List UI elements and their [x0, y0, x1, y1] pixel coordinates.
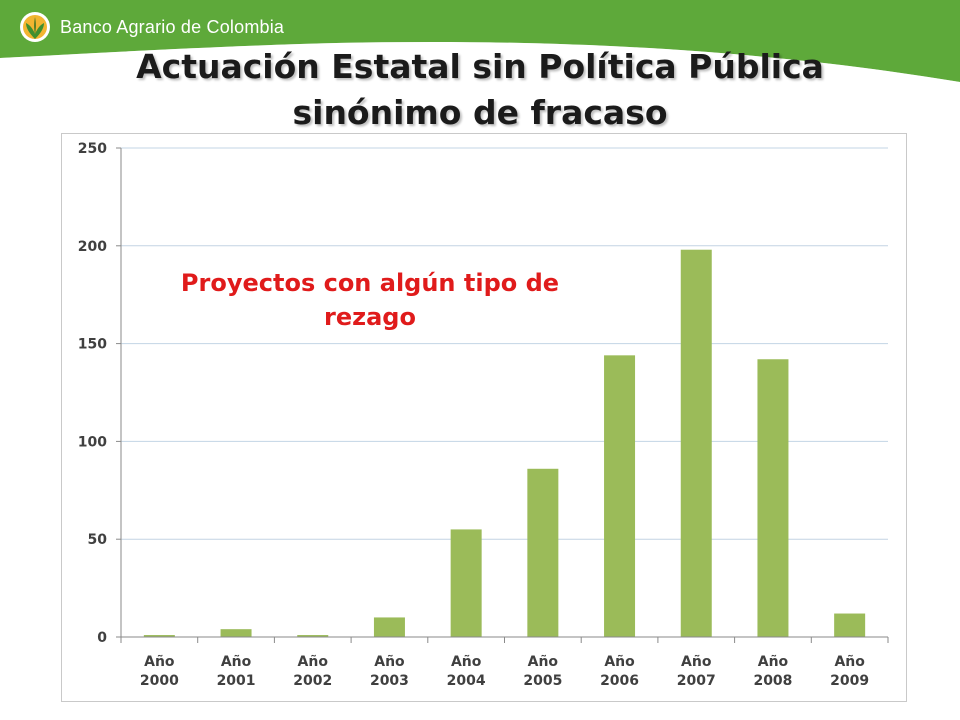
bar — [143, 635, 175, 637]
y-tick-label: 0 — [97, 630, 107, 646]
y-tick-label: 150 — [78, 337, 107, 353]
x-tick-label: Año 2001 — [217, 654, 256, 689]
brand-name: Banco Agrario de Colombia — [60, 16, 285, 37]
header-band — [0, 0, 960, 94]
chart-annotation: Proyectos con algún tipo de rezago — [140, 266, 600, 334]
x-tick-label: Año 2000 — [140, 654, 179, 689]
x-tick-label: Año 2006 — [600, 654, 639, 689]
annotation-line-1: Proyectos con algún tipo de — [180, 269, 560, 297]
bar — [757, 359, 789, 637]
bar — [604, 355, 636, 637]
bar — [297, 635, 329, 637]
chart-frame: 0 50 100 150 200 250 Año 2000 Año 2001 Año 2002 Año 2… — [61, 133, 907, 702]
bar — [220, 629, 252, 637]
bar — [680, 249, 712, 637]
title-line-2: sinónimo de fracaso — [292, 93, 668, 132]
y-tick-label: 50 — [88, 532, 108, 548]
x-tick-label: Año 2009 — [830, 654, 869, 689]
title-line-1: Actuación Estatal sin Política Pública — [136, 47, 824, 86]
bar — [450, 529, 482, 637]
annotation-line-2: rezago — [324, 303, 416, 331]
x-tick-label: Año 2007 — [677, 654, 716, 689]
bar — [834, 613, 866, 637]
x-tick-label: Año 2005 — [523, 654, 562, 689]
x-tick-label: Año 2004 — [447, 654, 486, 689]
y-tick-label: 100 — [78, 434, 107, 450]
bar-chart: 0 50 100 150 200 250 Año 2000 Año 2001 Año 2002 Año 2… — [78, 141, 889, 689]
page-title: Actuación Estatal sin Política Pública s… — [0, 44, 960, 136]
bank-logo-icon — [20, 12, 50, 42]
x-tick-label: Año 2002 — [293, 654, 332, 689]
y-tick-label: 250 — [78, 141, 107, 157]
x-tick-label: Año 2008 — [753, 654, 792, 689]
x-tick-label: Año 2003 — [370, 654, 409, 689]
brand-logo: Banco Agrario de Colombia — [18, 10, 284, 44]
bar — [373, 617, 405, 637]
bar — [527, 468, 559, 637]
y-tick-label: 200 — [78, 239, 107, 255]
